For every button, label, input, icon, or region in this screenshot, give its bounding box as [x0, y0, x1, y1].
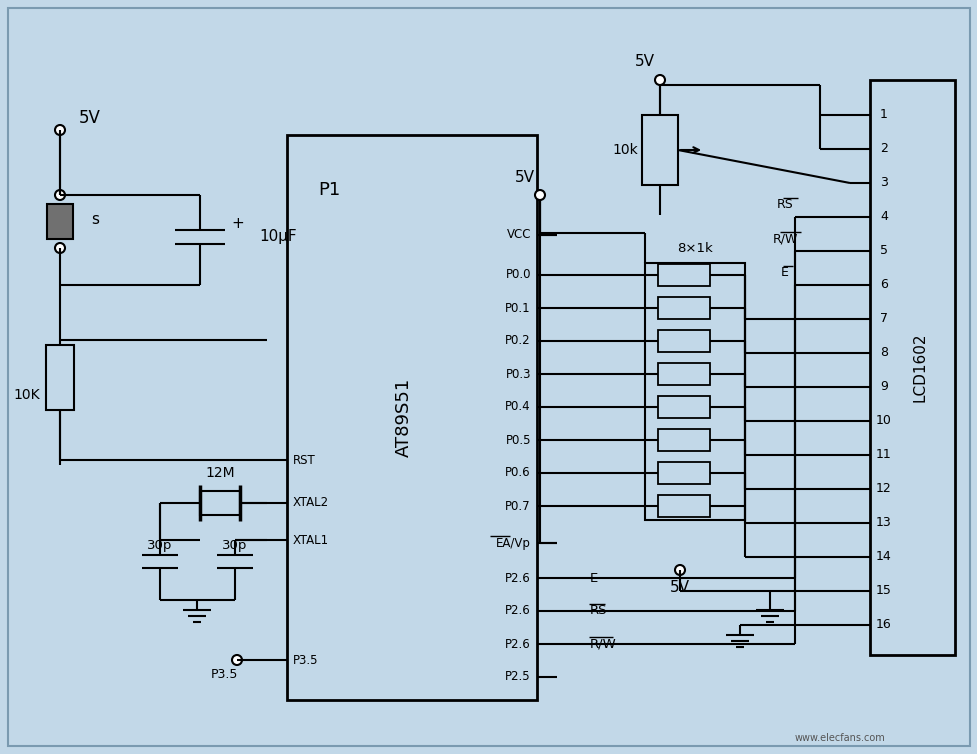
Text: 10μF: 10μF [259, 228, 296, 244]
Circle shape [232, 655, 241, 665]
Text: 4: 4 [879, 210, 887, 223]
Text: P0.7: P0.7 [505, 499, 531, 513]
Text: EA/Vp: EA/Vp [495, 537, 531, 550]
Circle shape [55, 190, 64, 200]
Text: 5V: 5V [634, 54, 655, 69]
Text: 16: 16 [875, 618, 891, 632]
Text: 15: 15 [875, 584, 891, 597]
Text: P2.6: P2.6 [505, 637, 531, 651]
Bar [658, 297, 709, 319]
Text: 1: 1 [879, 109, 887, 121]
Text: P1: P1 [318, 181, 340, 199]
Bar [658, 495, 709, 517]
Text: 3: 3 [879, 176, 887, 189]
Text: P3.5: P3.5 [293, 654, 319, 667]
Text: 30p: 30p [222, 540, 247, 553]
Bar [645, 263, 744, 520]
Circle shape [674, 565, 684, 575]
Text: 5V: 5V [669, 581, 690, 596]
Text: P0.0: P0.0 [505, 268, 531, 281]
Bar [658, 396, 709, 418]
Text: +: + [232, 216, 244, 231]
Text: 11: 11 [875, 449, 891, 461]
Text: R/W: R/W [772, 232, 797, 246]
Bar [46, 345, 74, 410]
Text: 8×1k: 8×1k [676, 241, 712, 255]
Bar [47, 204, 73, 239]
Text: 7: 7 [879, 312, 887, 326]
Bar [658, 330, 709, 352]
Text: 6: 6 [879, 278, 887, 292]
Bar [658, 429, 709, 451]
Text: RST: RST [293, 453, 316, 467]
Text: 5: 5 [879, 244, 887, 258]
Text: P0.5: P0.5 [505, 434, 531, 446]
Text: www.elecfans.com: www.elecfans.com [794, 733, 884, 743]
Text: 30p: 30p [148, 540, 173, 553]
Text: RS: RS [589, 605, 607, 618]
Text: 9: 9 [879, 381, 887, 394]
Bar [658, 462, 709, 484]
Text: R/W: R/W [589, 637, 616, 651]
Text: E: E [589, 572, 598, 584]
Circle shape [534, 190, 544, 200]
Text: 10K: 10K [14, 388, 40, 402]
Text: 8: 8 [879, 347, 887, 360]
Text: P0.1: P0.1 [505, 302, 531, 314]
Text: 10: 10 [875, 415, 891, 428]
Text: P2.6: P2.6 [505, 572, 531, 584]
Text: RS: RS [776, 198, 792, 212]
Text: P3.5: P3.5 [210, 667, 237, 681]
Text: 5V: 5V [79, 109, 101, 127]
Text: XTAL1: XTAL1 [293, 534, 329, 547]
Text: P2.5: P2.5 [505, 670, 531, 683]
Text: VCC: VCC [506, 228, 531, 241]
Circle shape [55, 243, 64, 253]
Text: 10k: 10k [612, 143, 637, 157]
Text: P0.3: P0.3 [505, 367, 531, 381]
Text: P0.6: P0.6 [505, 467, 531, 480]
Bar [870, 80, 954, 655]
Text: 12M: 12M [205, 466, 234, 480]
Text: 14: 14 [875, 550, 891, 563]
Bar [658, 363, 709, 385]
Circle shape [655, 75, 664, 85]
Text: LCD1602: LCD1602 [912, 333, 926, 402]
Text: P0.4: P0.4 [505, 400, 531, 413]
Bar [641, 115, 677, 185]
Text: 12: 12 [875, 483, 891, 495]
Text: P2.6: P2.6 [505, 605, 531, 618]
Text: s: s [91, 213, 99, 228]
Text: AT89S51: AT89S51 [395, 377, 412, 457]
Text: P0.2: P0.2 [505, 335, 531, 348]
Text: 13: 13 [875, 516, 891, 529]
Text: 5V: 5V [515, 170, 534, 185]
Text: 2: 2 [879, 143, 887, 155]
Text: E: E [781, 266, 788, 280]
Bar [658, 264, 709, 286]
Text: XTAL2: XTAL2 [293, 496, 329, 510]
Circle shape [55, 125, 64, 135]
Bar [199, 491, 239, 515]
Bar [286, 135, 536, 700]
